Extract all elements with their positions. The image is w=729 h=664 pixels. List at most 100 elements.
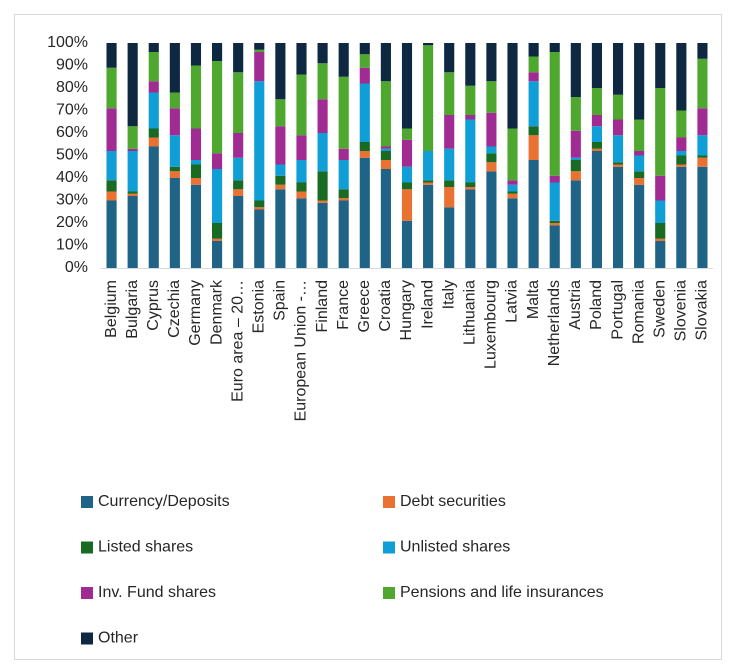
bar-segment	[148, 146, 159, 268]
legend-swatch	[81, 632, 93, 645]
bar-segment	[233, 157, 244, 181]
legend-swatch	[81, 496, 93, 508]
x-tick-label: Slovakia	[694, 280, 711, 341]
bar-segment	[697, 157, 708, 167]
bar-segment	[634, 155, 645, 172]
x-tick-label: Slovenia	[673, 280, 690, 341]
bar-segment	[423, 182, 434, 185]
bar-segment	[549, 52, 560, 176]
bar-segment	[528, 72, 539, 82]
bar-segment	[212, 241, 223, 268]
bar-segment	[444, 180, 455, 187]
x-tick-label: Germany	[187, 280, 204, 346]
x-tick-label: Euro area – 20…	[229, 280, 246, 402]
bar-segment	[612, 119, 624, 136]
bar-segment	[190, 160, 202, 165]
bar-segment	[359, 83, 370, 142]
bar-segment	[507, 193, 518, 199]
bar-segment	[338, 198, 349, 201]
bar-segment	[697, 108, 708, 136]
bar-segment	[465, 115, 476, 120]
bar-segment	[106, 108, 117, 151]
bar-segment	[507, 43, 518, 129]
bar-segment	[655, 241, 666, 268]
x-tick-label: Belgium	[103, 280, 120, 338]
legend-label: Pensions and life insurances	[400, 584, 604, 601]
bar-segment	[549, 223, 560, 226]
bar-segment	[148, 81, 159, 93]
bar-segment	[254, 200, 265, 208]
bar-segment	[275, 43, 286, 100]
bar-segment	[591, 88, 602, 115]
bar-segment	[423, 43, 434, 46]
bar-segment	[591, 148, 602, 151]
bar-segment	[697, 43, 708, 59]
bar-segment	[423, 180, 434, 183]
bar-segment	[612, 166, 624, 268]
bar-segment	[423, 45, 434, 151]
x-tick-label: Lithuania	[462, 280, 479, 345]
y-tick-label: 20%	[56, 214, 88, 231]
bar-segment	[317, 202, 328, 268]
bar-segment	[465, 119, 476, 183]
bar-segment	[591, 126, 602, 142]
bar-segment	[296, 198, 307, 268]
bar-segment	[676, 164, 687, 167]
bar-segment	[486, 43, 497, 82]
bar-segment	[359, 142, 370, 151]
bar-segment	[148, 43, 159, 52]
bar-segment	[127, 193, 138, 196]
bar-segment	[612, 94, 624, 120]
bar-segment	[570, 171, 581, 181]
x-tick-label: France	[335, 280, 352, 330]
bar-segment	[212, 61, 223, 154]
x-tick-label: Portugal	[609, 280, 626, 340]
legend-swatch	[383, 587, 395, 599]
bar-segment	[338, 160, 349, 190]
bar-segment	[275, 126, 286, 165]
bar-segment	[380, 148, 391, 151]
bar-segment	[423, 151, 434, 181]
bar-segment	[338, 189, 349, 199]
bar-segment	[148, 92, 159, 129]
bar-segment	[528, 160, 539, 268]
x-tick-label: Bulgaria	[124, 280, 141, 339]
bar-segment	[296, 182, 307, 192]
bar-segment	[507, 191, 518, 194]
bar-segment	[317, 99, 328, 133]
bar-segment	[380, 81, 391, 147]
bar-segment	[444, 187, 455, 208]
bar-segment	[212, 169, 223, 223]
bar-segment	[570, 160, 581, 172]
x-tick-label: Poland	[588, 280, 605, 330]
bar-segment	[591, 142, 602, 149]
y-tick-label: 60%	[56, 124, 88, 141]
bar-segment	[655, 88, 666, 176]
bar-segment	[212, 223, 223, 239]
bar-segment	[254, 81, 265, 201]
bar-segment	[190, 43, 202, 66]
bar-segment	[444, 148, 455, 181]
bar-segment	[380, 43, 391, 82]
legend-label: Inv. Fund shares	[98, 584, 216, 601]
bar-segment	[634, 184, 645, 268]
bar-segment	[401, 128, 413, 140]
bar-segment	[106, 151, 117, 181]
bar-segment	[465, 85, 476, 115]
bar-segment	[528, 135, 539, 160]
bar-segment	[697, 155, 708, 158]
bar-segment	[212, 153, 223, 169]
bar-segment	[634, 151, 645, 156]
bar-segment	[127, 126, 138, 149]
y-tick-label: 30%	[56, 192, 88, 209]
bar-segment	[106, 180, 117, 192]
bar-segment	[507, 128, 518, 181]
bar-segment	[570, 130, 581, 158]
bar-segment	[655, 175, 666, 201]
x-tick-label: Malta	[525, 280, 542, 319]
x-tick-label: Ireland	[419, 280, 436, 329]
bar-segment	[676, 151, 687, 156]
bar-segment	[233, 43, 244, 73]
bar-segment	[296, 191, 307, 199]
y-tick-label: 80%	[56, 79, 88, 96]
